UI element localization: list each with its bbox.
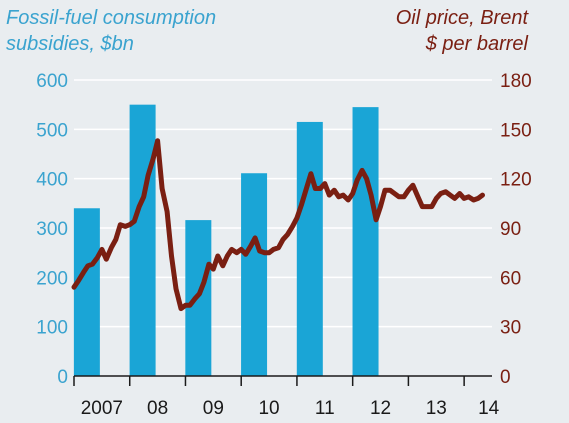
- right-axis-title-line-2: $ per barrel: [425, 33, 529, 55]
- right-tick-label: 180: [500, 71, 532, 92]
- bar-2007: [73, 208, 100, 376]
- left-tick-label: 100: [36, 318, 68, 339]
- x-tick-label: 13: [426, 398, 447, 419]
- x-tick-label: 10: [258, 398, 279, 419]
- left-tick-label: 400: [36, 170, 68, 191]
- x-tick-label: 14: [478, 398, 500, 419]
- right-axis-ticks: 0 30 60 90 120 150 180: [500, 71, 532, 388]
- left-axis-title-line-1: Fossil-fuel consumption: [6, 7, 216, 29]
- left-tick-label: 0: [57, 367, 68, 388]
- x-tick-label: 09: [203, 398, 224, 419]
- left-tick-label: 500: [36, 120, 68, 141]
- x-tick-label: 12: [370, 398, 391, 419]
- left-tick-label: 300: [36, 219, 68, 240]
- right-tick-label: 90: [500, 219, 521, 240]
- x-axis-ticks: 2007 08 09 10 11 12 13 14: [73, 376, 500, 419]
- oil-price-line: [71, 138, 485, 312]
- x-tick-label: 11: [315, 398, 335, 419]
- right-axis-title-line-1: Oil price, Brent: [396, 7, 530, 29]
- x-tick-label: 2007: [81, 398, 123, 419]
- right-tick-label: 60: [500, 268, 521, 289]
- bar-2008: [129, 104, 156, 377]
- bar-2012: [352, 107, 379, 376]
- x-tick-label: 08: [147, 398, 168, 419]
- left-tick-label: 600: [36, 71, 68, 92]
- right-tick-label: 0: [500, 367, 511, 388]
- right-tick-label: 120: [500, 170, 532, 191]
- bar-2011: [296, 121, 323, 376]
- subsidy-bars: [73, 104, 379, 377]
- left-tick-label: 200: [36, 268, 68, 289]
- bar-2010: [241, 173, 268, 376]
- right-tick-label: 150: [500, 120, 532, 141]
- left-axis-ticks: 0 100 200 300 400 500 600: [36, 71, 68, 388]
- right-tick-label: 30: [500, 318, 521, 339]
- left-axis-title-line-2: subsidies, $bn: [6, 33, 134, 55]
